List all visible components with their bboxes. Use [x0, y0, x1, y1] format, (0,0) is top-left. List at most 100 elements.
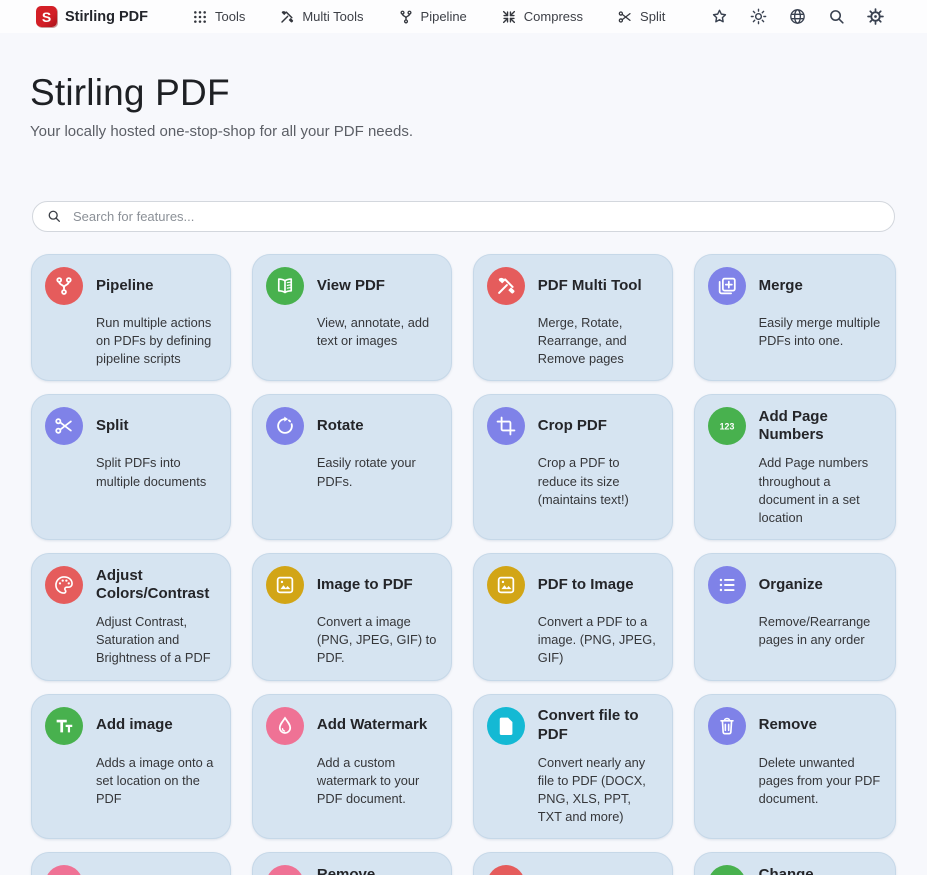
palette-icon [45, 566, 83, 605]
scissors-icon [617, 9, 633, 25]
card-description: View, annotate, add text or images [316, 315, 430, 349]
image-icon [486, 566, 525, 605]
alt-route-icon [398, 9, 414, 25]
nav-item-split[interactable]: Split [617, 9, 665, 25]
page-title: Stirling PDF [30, 72, 230, 113]
card-split[interactable]: Split Split PDFs into multiple documents [31, 394, 231, 541]
clipboard-icon [707, 865, 746, 875]
nav-item-label: Split [640, 9, 666, 24]
card-compress[interactable]: CompressCompress PDFs to reduce their fi… [472, 852, 673, 875]
card-add-image[interactable]: Add image Adds a image onto a set locatio… [31, 693, 231, 840]
brightness-icon[interactable] [749, 7, 768, 26]
water-drop-icon [265, 706, 304, 745]
card-title: Convert file to PDF [537, 707, 639, 743]
card-add-page-numbers[interactable]: 123 Add Page Numbers Add Page numbers thro… [693, 394, 896, 541]
nav-actions [710, 7, 885, 26]
star-icon[interactable] [710, 7, 729, 26]
card-add-password[interactable]: Add PasswordEncrypt your PDF document wi… [31, 852, 231, 875]
search-input[interactable] [32, 201, 895, 232]
nav-item-tools[interactable]: Tools [192, 9, 245, 25]
card-title: Merge [758, 276, 803, 294]
top-navbar: S Stirling PDF Tools Multi Tools Pipeline C… [0, 0, 927, 33]
card-pipeline[interactable]: Pipeline Run multiple actions on PDFs by … [31, 254, 231, 382]
settings-icon[interactable] [866, 7, 885, 26]
image-icon [265, 566, 304, 605]
card-description: Adjust Contrast, Saturation and Brightne… [96, 614, 211, 666]
hero-section: Stirling PDF Your locally hosted one-sto… [0, 33, 927, 140]
globe-icon[interactable] [788, 7, 807, 26]
card-description: Split PDFs into multiple documents [96, 455, 207, 489]
stirling-logo-icon: S [36, 6, 57, 27]
nav-item-pipeline[interactable]: Pipeline [398, 9, 467, 25]
card-title: Split [96, 417, 129, 435]
text-fields-icon [45, 706, 83, 745]
feature-grid: Pipeline Run multiple actions on PDFs by … [0, 254, 927, 875]
card-title: Pipeline [96, 276, 154, 294]
lock-icon [45, 865, 83, 875]
nav-item-label: Pipeline [420, 9, 467, 24]
brand-name: Stirling PDF [65, 8, 148, 25]
construction-icon [486, 267, 525, 305]
card-title: Rotate [316, 417, 364, 435]
card-crop-pdf[interactable]: Crop PDF Crop a PDF to reduce its size (m… [472, 394, 673, 541]
nav-item-label: Tools [214, 9, 246, 24]
card-title: Change Metadata [758, 865, 814, 875]
scissors-icon [45, 407, 83, 446]
card-description: Merge, Rotate, Rearrange, and Remove pag… [537, 315, 627, 367]
trash-icon [707, 706, 746, 745]
construction-icon [279, 9, 295, 25]
card-description: Crop a PDF to reduce its size (maintains… [537, 455, 629, 507]
card-title: Add Watermark [316, 716, 428, 734]
card-description: Add a custom watermark to your PDF docum… [316, 754, 420, 806]
card-image-to-pdf[interactable]: Image to PDF Convert a image (PNG, JPEG, … [251, 553, 452, 681]
compress-icon [501, 9, 517, 25]
card-view-pdf[interactable]: View PDF View, annotate, add text or imag… [251, 254, 452, 382]
card-remove[interactable]: Remove Delete unwanted pages from your PD… [693, 693, 896, 840]
card-merge[interactable]: Merge Easily merge multiple PDFs into one… [693, 254, 896, 382]
card-description: Run multiple actions on PDFs by defining… [96, 315, 212, 367]
card-remove-password[interactable]: Remove PasswordRemove password protectio… [251, 852, 452, 875]
svg-text:123: 123 [719, 422, 734, 432]
card-organize[interactable]: Organize Remove/Rearrange pages in any or… [693, 553, 896, 681]
card-convert-file-to-pdf[interactable]: Convert file to PDF Convert nearly any fi… [472, 693, 673, 840]
card-description: Easily merge multiple PDFs into one. [758, 315, 881, 349]
card-description: Convert nearly any file to PDF (DOCX, PN… [537, 754, 646, 825]
card-description: Adds a image onto a set location on the … [96, 754, 214, 806]
crop-icon [486, 407, 525, 446]
compress-icon [486, 865, 525, 875]
nav-item-multi-tools[interactable]: Multi Tools [279, 9, 364, 25]
card-title: PDF Multi Tool [537, 276, 642, 294]
card-title: PDF to Image [537, 575, 634, 593]
feature-search [32, 201, 895, 232]
card-description: Easily rotate your PDFs. [316, 455, 416, 489]
card-adjust-colors-contrast[interactable]: Adjust Colors/Contrast Adjust Contrast, S… [31, 553, 231, 681]
card-title: Remove Password [316, 865, 376, 875]
merge-icon [707, 267, 746, 305]
card-title: Organize [758, 575, 823, 593]
card-title: Adjust Colors/Contrast [96, 566, 210, 603]
card-title: View PDF [316, 276, 385, 294]
card-description: Delete unwanted pages from your PDF docu… [758, 754, 881, 806]
card-description: Convert a PDF to a image. (PNG, JPEG, GI… [537, 614, 656, 666]
nav-menu: Tools Multi Tools Pipeline Compress Split [192, 9, 665, 25]
nav-item-compress[interactable]: Compress [501, 9, 583, 25]
card-description: Remove/Rearrange pages in any order [758, 614, 871, 648]
card-rotate[interactable]: Rotate Easily rotate your PDFs. [251, 394, 452, 541]
apps-icon [192, 9, 208, 25]
card-change-metadata[interactable]: Change MetadataChange/Remove/Add metadat… [693, 852, 896, 875]
card-title: Image to PDF [316, 575, 413, 593]
file-icon [486, 706, 525, 745]
lock-open-icon [265, 865, 304, 875]
search-icon [46, 208, 62, 224]
card-title: Add image [96, 716, 173, 734]
card-pdf-multi-tool[interactable]: PDF Multi Tool Merge, Rotate, Rearrange, … [472, 254, 673, 382]
card-description: Convert a image (PNG, JPEG, GIF) to PDF. [316, 614, 437, 666]
alt-route-icon [45, 267, 83, 305]
book-icon [265, 267, 304, 305]
card-add-watermark[interactable]: Add Watermark Add a custom watermark to y… [251, 693, 452, 840]
search-icon[interactable] [827, 7, 846, 26]
rotate-icon [265, 407, 304, 446]
nav-item-label: Compress [523, 9, 584, 24]
card-pdf-to-image[interactable]: PDF to Image Convert a PDF to a image. (P… [472, 553, 673, 681]
brand-logo-link[interactable]: S Stirling PDF [36, 6, 148, 27]
